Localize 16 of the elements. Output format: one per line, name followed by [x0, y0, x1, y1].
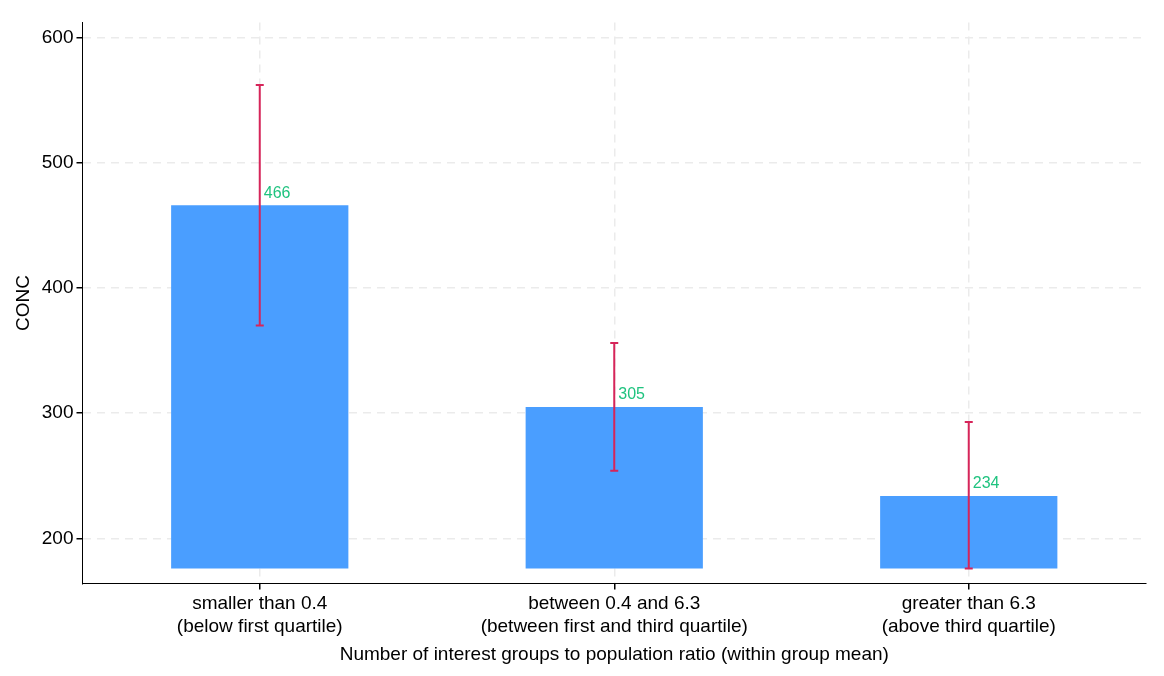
y-tick-label: 500: [41, 150, 74, 172]
bar: [171, 205, 349, 569]
x-tick-label: greater than 6.3 (above third quartile): [881, 592, 1056, 637]
y-tick-label: 600: [41, 25, 74, 47]
y-axis-title: CONC: [11, 275, 33, 331]
bar: [525, 406, 703, 569]
x-tick-label: between 0.4 and 6.3 (between first and third quartile): [480, 592, 748, 637]
bar: [880, 495, 1058, 569]
data-label: 234: [972, 474, 1000, 492]
data-label: 466: [263, 183, 291, 201]
y-tick-label: 400: [41, 276, 74, 298]
data-label: 305: [618, 385, 646, 403]
y-tick-label: 200: [41, 526, 74, 548]
x-tick-label: smaller than 0.4 (below first quartile): [176, 592, 343, 637]
y-tick-label: 300: [41, 401, 74, 423]
x-axis-title: Number of interest groups to population ratio (within group mean): [339, 642, 889, 664]
